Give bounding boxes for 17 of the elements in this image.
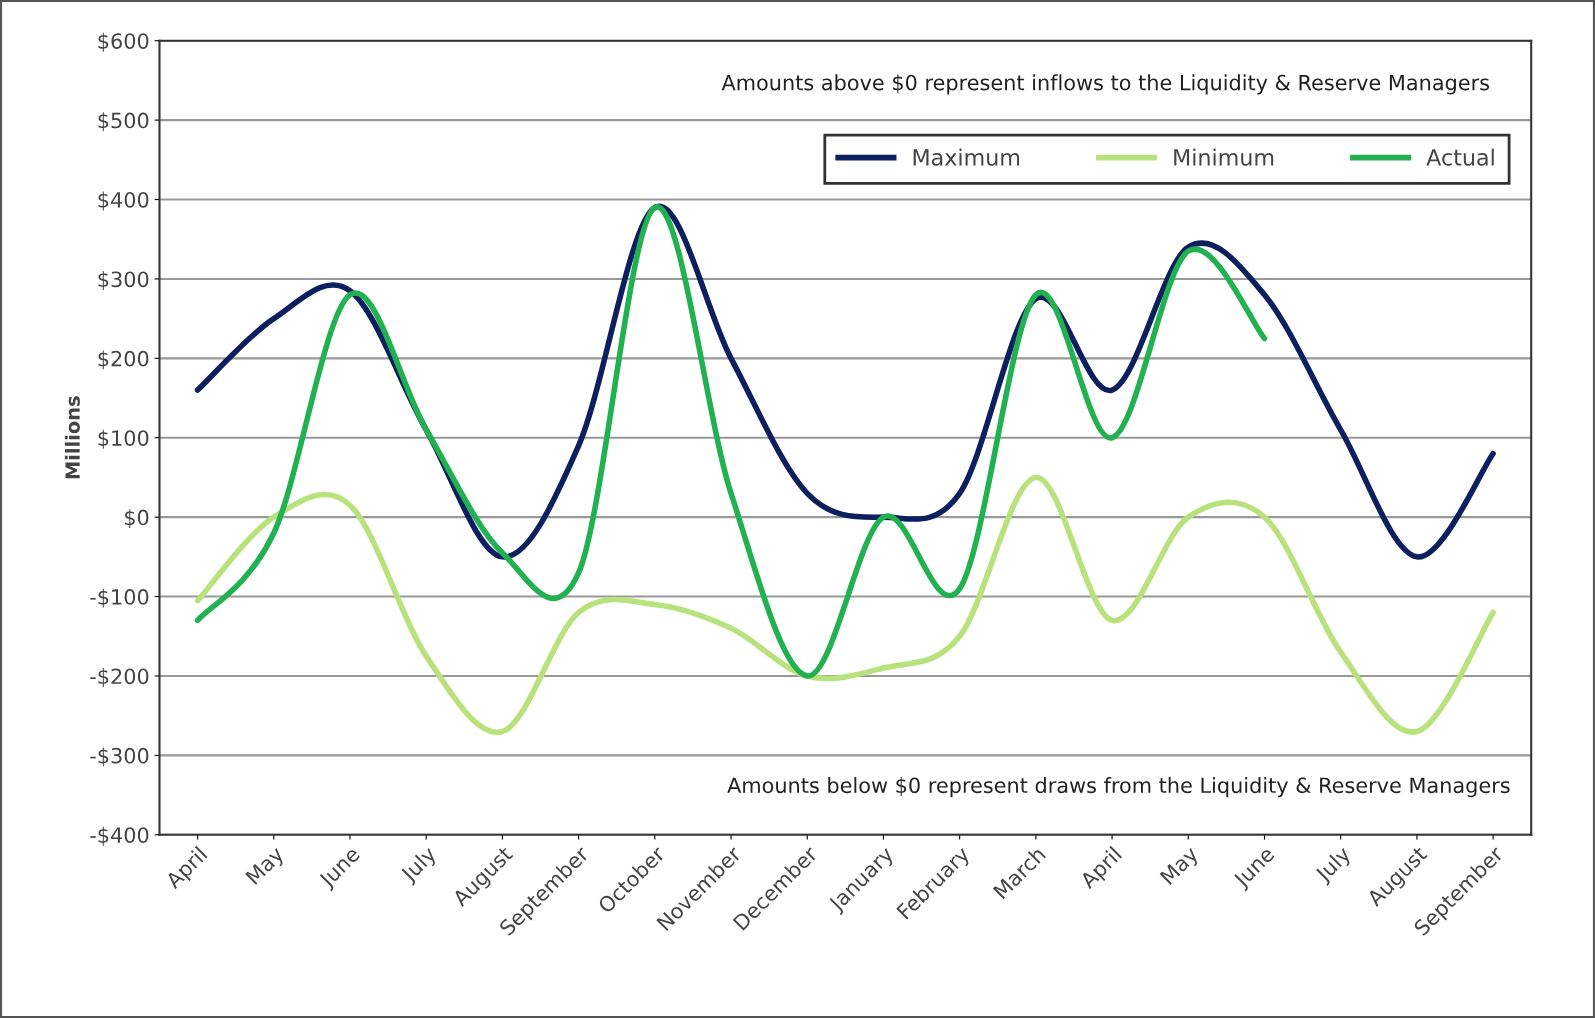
y-tick-label: $100 — [98, 429, 149, 449]
annotation: Amounts below $0 represent draws from the Liquidity & Reserve Managers — [727, 777, 1510, 798]
y-tick-label: -$400 — [90, 826, 149, 846]
y-tick-label: -$100 — [90, 588, 149, 608]
legend-label: Minimum — [1174, 148, 1274, 166]
y-tick-label: $500 — [98, 112, 149, 132]
annotation: Amounts above $0 represent inflows to the Liquidity & Reserve Managers — [721, 74, 1490, 95]
y-axis-title: Millions — [64, 396, 80, 479]
y-tick-label: $400 — [98, 191, 149, 211]
y-tick-label: -$200 — [90, 668, 149, 687]
y-tick-label: $300 — [98, 271, 149, 290]
y-tick-label: $0 — [125, 509, 149, 529]
y-tick-label: $600 — [98, 32, 149, 52]
legend-label: Maximum — [913, 148, 1020, 166]
legend-label: Actual — [1426, 148, 1494, 166]
y-tick-label: -$300 — [90, 747, 149, 767]
y-tick-label: $200 — [98, 350, 149, 370]
